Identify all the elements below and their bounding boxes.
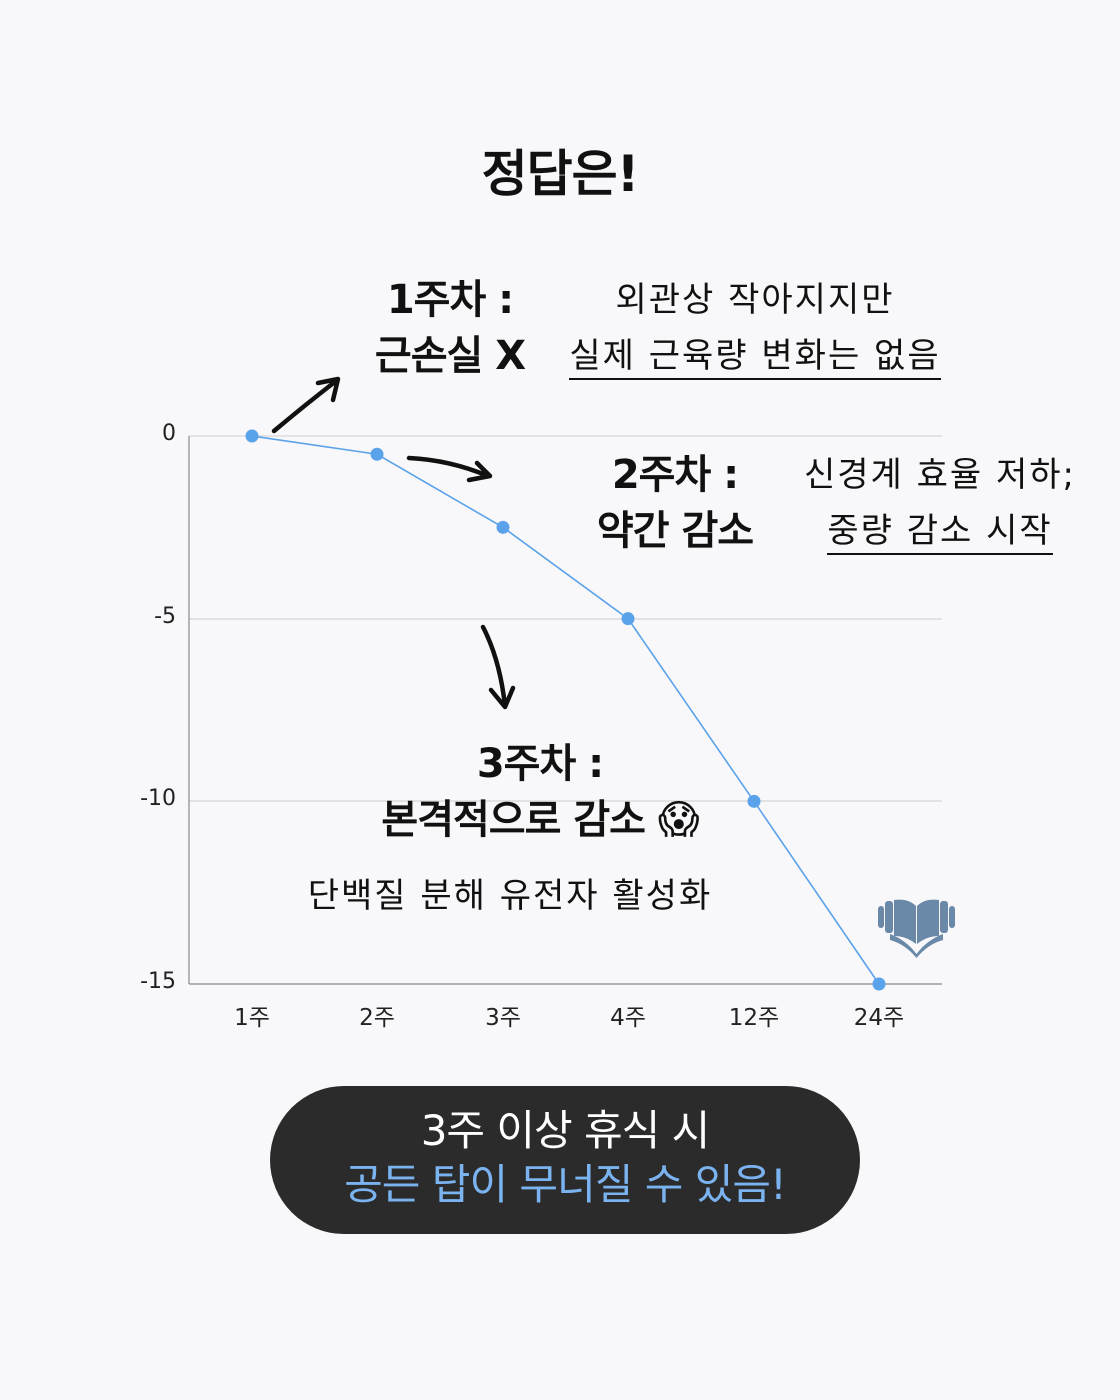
y-tick-label: 0	[162, 421, 176, 446]
week2-note: 신경계 효율 저하; 중량 감소 시작	[790, 447, 1090, 559]
week3-note: 단백질 분해 유전자 활성화	[307, 876, 713, 916]
week3-label: 3주차 : 본격적으로 감소 😱	[381, 741, 700, 843]
data-point	[245, 429, 259, 443]
x-tick-label: 4주	[610, 1005, 646, 1031]
arrow-week3-icon	[480, 624, 516, 710]
x-tick-label: 3주	[485, 1005, 521, 1031]
book-dumbbell-logo-icon	[878, 899, 955, 958]
series-points	[245, 429, 886, 991]
data-point	[496, 520, 510, 534]
page-title: 정답은!	[481, 145, 640, 203]
y-tick-label: -5	[154, 604, 176, 629]
week1-note: 외관상 작아지지만 실제 근육량 변화는 없음	[555, 272, 955, 384]
screaming-face-emoji-icon: 😱	[657, 797, 700, 843]
x-tick-label: 1주	[234, 1005, 270, 1031]
arrow-week2-icon	[406, 455, 493, 483]
x-tick-label: 24주	[853, 1005, 905, 1031]
data-point	[370, 447, 384, 461]
x-tick-label: 2주	[359, 1005, 395, 1031]
y-tick-label: -10	[140, 786, 176, 811]
data-point	[872, 977, 886, 991]
callout-line1: 3주 이상 휴식 시	[420, 1106, 711, 1155]
y-tick-label: -15	[140, 969, 176, 994]
week2-label: 2주차 : 약간 감소	[596, 452, 754, 554]
callout-line2: 공든 탑이 무너질 수 있음!	[344, 1160, 787, 1209]
week1-label: 1주차 : 근손실 X	[374, 277, 526, 379]
arrow-week1-icon	[271, 376, 341, 434]
data-point	[747, 794, 761, 808]
gridlines	[189, 435, 942, 802]
data-point	[621, 612, 635, 626]
callout-banner: 3주 이상 휴식 시 공든 탑이 무너질 수 있음!	[270, 1086, 860, 1234]
x-tick-label: 12주	[728, 1005, 780, 1031]
series-line	[251, 435, 880, 985]
